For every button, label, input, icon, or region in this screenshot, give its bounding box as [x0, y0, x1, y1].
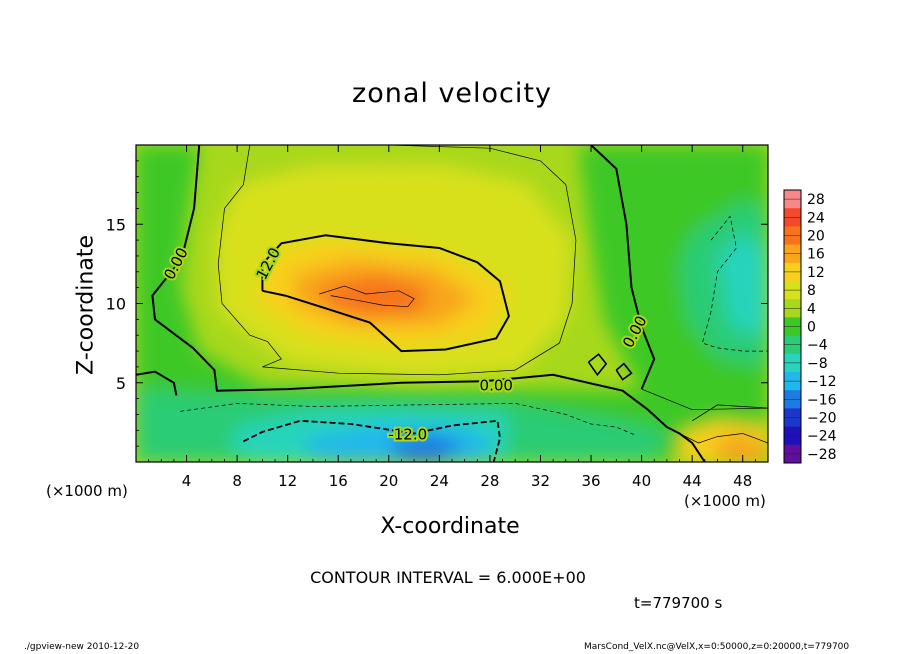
- colorbar-label: −24: [807, 429, 837, 445]
- x-tick-label: 24: [430, 472, 449, 490]
- y-axis-label: Z-coordinate: [73, 235, 99, 375]
- x-tick-label: 48: [733, 472, 752, 490]
- chart-title: zonal velocity: [352, 78, 552, 109]
- x-tick-label: 44: [683, 472, 702, 490]
- colorbar-label: −20: [807, 411, 837, 427]
- colorbar-label: 28: [807, 192, 825, 208]
- x-axis: 4 8 12 16 20 24 28 32 36 40 44 48: [148, 145, 756, 490]
- colorbar-label: −28: [807, 447, 837, 463]
- y-tick-label: 15: [106, 215, 126, 234]
- colorbar-label: −12: [807, 374, 837, 390]
- colorbar-label: 0: [807, 320, 816, 336]
- x-tick-label: 36: [581, 472, 600, 490]
- contour-label: 0.00: [480, 376, 513, 394]
- colorbar-label: 8: [807, 283, 816, 299]
- velocity-field: [136, 145, 768, 462]
- contour-interval-note: CONTOUR INTERVAL = 6.000E+00: [310, 568, 586, 587]
- footer-program: ./gpview-new 2010-12-20: [24, 642, 140, 652]
- y-tick-label: 5: [116, 374, 126, 393]
- x-tick-label: 8: [232, 472, 242, 490]
- x-tick-label: 12: [278, 472, 297, 490]
- y-tick-label: 10: [106, 295, 126, 314]
- colorbar-label: 16: [807, 247, 825, 263]
- x-unit-label-right: (×1000 m): [684, 492, 766, 510]
- x-tick-label: 4: [182, 472, 192, 490]
- colorbar-swatch: [784, 390, 801, 409]
- colorbar-label: −8: [807, 356, 828, 372]
- colorbar-label: 4: [807, 301, 816, 317]
- x-tick-label: 16: [329, 472, 348, 490]
- x-tick-label: 40: [632, 472, 651, 490]
- colorbar-label: −4: [807, 338, 828, 354]
- contour-lines: [136, 145, 768, 462]
- x-axis-label: X-coordinate: [380, 514, 520, 539]
- x-tick-label: 32: [531, 472, 550, 490]
- colorbar-swatch: [784, 244, 801, 264]
- contour-label: -12.0: [388, 426, 427, 444]
- colorbar-label: 24: [807, 210, 825, 226]
- x-tick-label: 28: [480, 472, 499, 490]
- time-note: t=779700 s: [634, 594, 723, 612]
- y-axis: 5 10 15: [106, 160, 768, 447]
- colorbar-label: 20: [807, 229, 825, 245]
- colorbar-label: 12: [807, 265, 825, 281]
- colorbar: 28 24 20 16 12 8 4 0 −4 −8 −12 −16 −20 −24 −28: [783, 189, 837, 464]
- x-tick-label: 20: [379, 472, 398, 490]
- colorbar-label: −16: [807, 392, 837, 408]
- x-unit-label-left: (×1000 m): [46, 482, 128, 500]
- colorbar-swatch: [784, 299, 801, 318]
- footer-source: MarsCond_VelX.nc@VelX,x=0:50000,z=0:2000…: [584, 642, 850, 652]
